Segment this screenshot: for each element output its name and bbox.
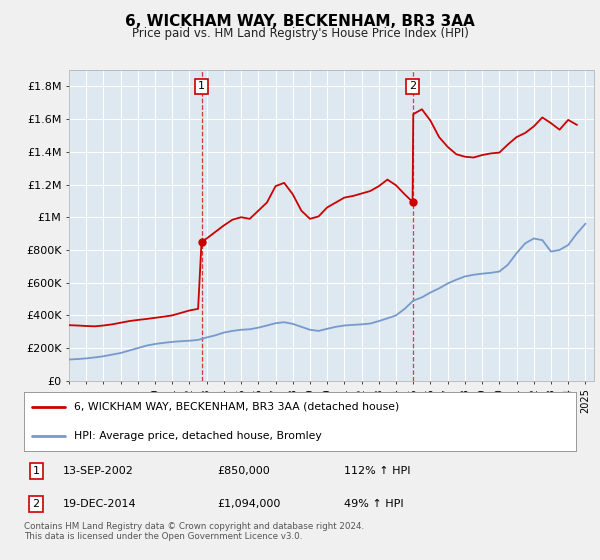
Text: 1: 1 bbox=[198, 81, 205, 91]
Text: 19-DEC-2014: 19-DEC-2014 bbox=[62, 499, 136, 509]
Text: 49% ↑ HPI: 49% ↑ HPI bbox=[344, 499, 404, 509]
Text: HPI: Average price, detached house, Bromley: HPI: Average price, detached house, Brom… bbox=[74, 431, 322, 441]
Text: £1,094,000: £1,094,000 bbox=[217, 499, 281, 509]
Text: 13-SEP-2002: 13-SEP-2002 bbox=[62, 466, 134, 476]
Text: Contains HM Land Registry data © Crown copyright and database right 2024.
This d: Contains HM Land Registry data © Crown c… bbox=[24, 522, 364, 542]
Text: 6, WICKHAM WAY, BECKENHAM, BR3 3AA (detached house): 6, WICKHAM WAY, BECKENHAM, BR3 3AA (deta… bbox=[74, 402, 399, 412]
Text: £850,000: £850,000 bbox=[217, 466, 270, 476]
Text: Price paid vs. HM Land Registry's House Price Index (HPI): Price paid vs. HM Land Registry's House … bbox=[131, 27, 469, 40]
Text: 1: 1 bbox=[32, 466, 40, 476]
Text: 2: 2 bbox=[32, 499, 40, 509]
Text: 6, WICKHAM WAY, BECKENHAM, BR3 3AA: 6, WICKHAM WAY, BECKENHAM, BR3 3AA bbox=[125, 14, 475, 29]
Text: 2: 2 bbox=[409, 81, 416, 91]
Text: 112% ↑ HPI: 112% ↑ HPI bbox=[344, 466, 410, 476]
